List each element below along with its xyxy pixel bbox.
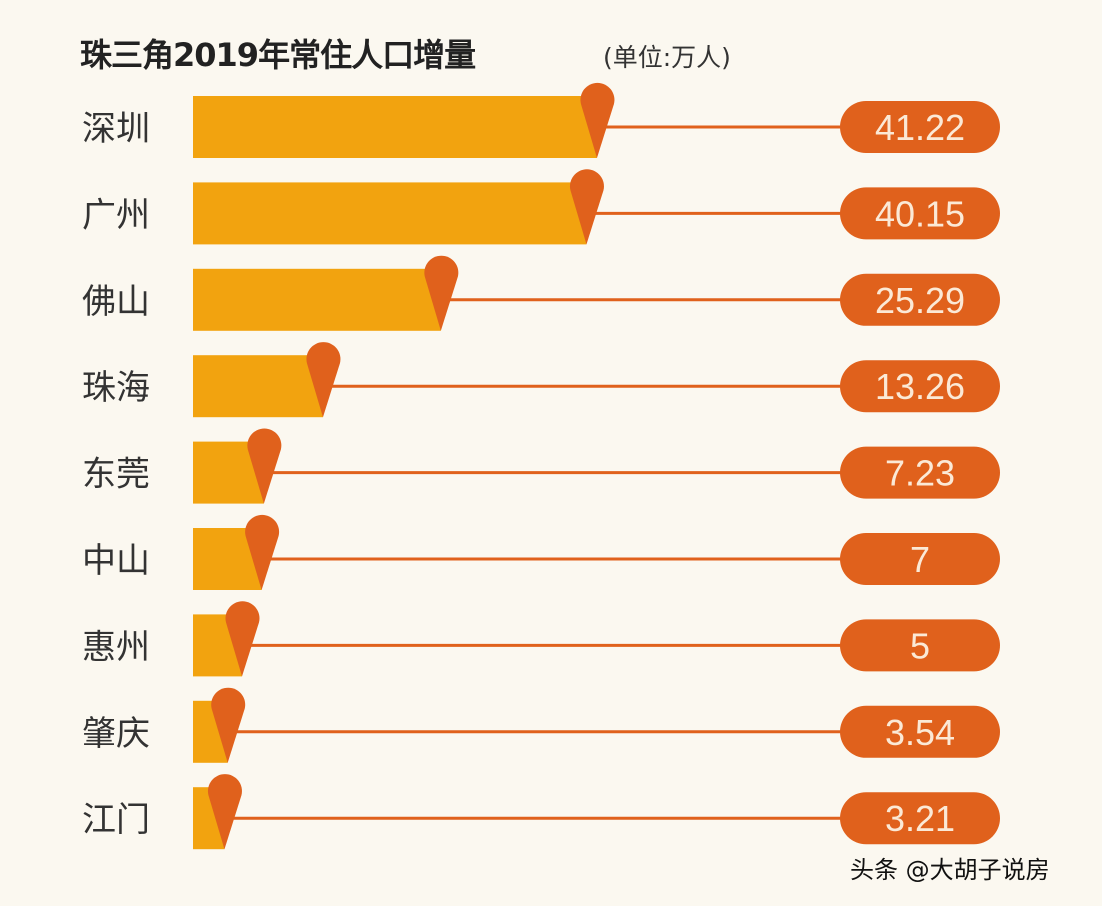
value-label: 25.29	[875, 280, 965, 321]
unit-label: (单位:万人)	[603, 43, 731, 72]
value-pill	[840, 187, 1000, 240]
category-label: 江门	[82, 800, 150, 840]
value-label: 7	[910, 539, 930, 580]
value-label: 40.15	[875, 193, 965, 234]
value-pill	[840, 273, 1000, 326]
value-pill	[840, 792, 1000, 845]
pin-marker	[580, 82, 615, 158]
bar	[193, 182, 587, 245]
value-pill	[840, 533, 1000, 585]
bar	[193, 268, 441, 331]
pin-marker	[207, 774, 242, 850]
value-pill	[840, 360, 1000, 413]
pin-marker	[211, 687, 246, 763]
category-label: 惠州	[82, 627, 150, 667]
value-label: 7.23	[885, 453, 955, 494]
pin-marker	[245, 514, 280, 590]
pin-marker	[569, 169, 604, 245]
pin-marker	[247, 428, 282, 504]
chart-title: 珠三角2019年常住人口增量	[80, 36, 476, 74]
category-label: 珠海	[82, 368, 150, 408]
watermark: 头条 @大胡子说房	[850, 856, 1050, 884]
value-label: 3.21	[885, 798, 955, 839]
value-pill	[840, 705, 1000, 758]
category-label: 佛山	[82, 282, 150, 322]
category-label: 肇庆	[82, 714, 150, 754]
category-label: 中山	[82, 541, 150, 581]
value-pill	[840, 446, 1000, 499]
category-label: 广州	[82, 195, 150, 235]
pin-marker	[306, 342, 341, 418]
value-label: 3.54	[885, 712, 955, 753]
category-label: 深圳	[82, 109, 150, 149]
bar	[193, 355, 323, 418]
bar	[193, 96, 597, 158]
category-label: 东莞	[82, 455, 150, 495]
pin-marker	[424, 255, 459, 331]
value-label: 13.26	[875, 366, 965, 407]
value-pill	[840, 619, 1000, 672]
pin-marker	[225, 601, 260, 677]
value-label: 41.22	[875, 107, 965, 148]
value-pill	[840, 101, 1000, 153]
value-label: 5	[910, 625, 930, 666]
